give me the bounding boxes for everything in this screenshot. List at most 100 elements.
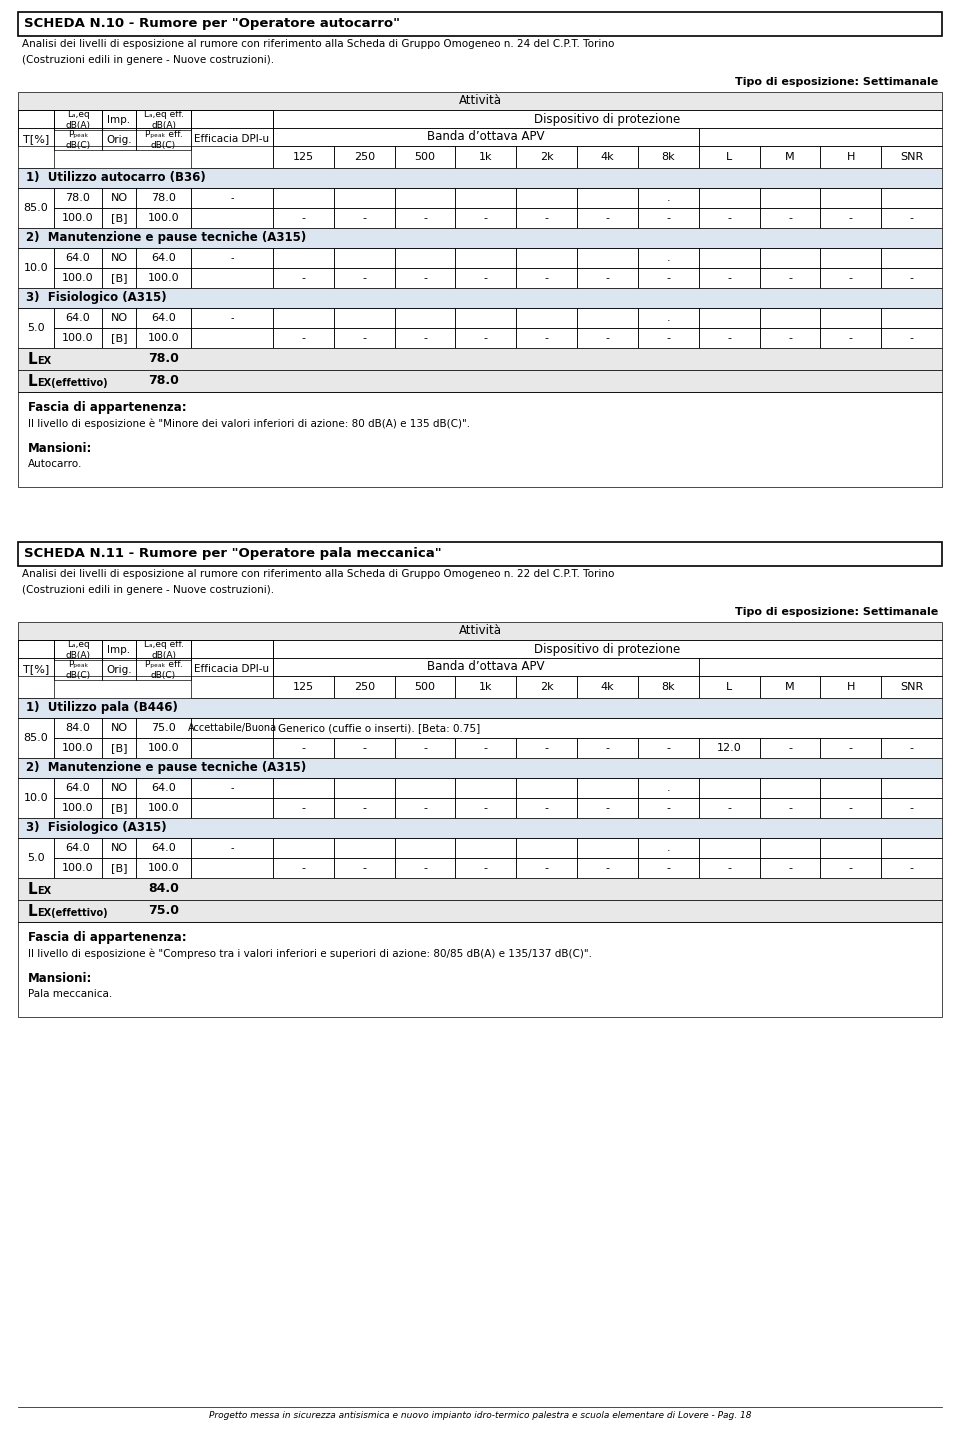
Text: 1)  Utilizzo autocarro (B36): 1) Utilizzo autocarro (B36) xyxy=(26,172,205,185)
Bar xyxy=(577,146,637,167)
Bar xyxy=(136,718,191,738)
Bar xyxy=(881,839,942,859)
Text: -: - xyxy=(230,843,233,853)
Text: -: - xyxy=(362,863,366,873)
Bar xyxy=(273,248,334,268)
Text: -: - xyxy=(362,273,366,283)
Text: EX(effettivo): EX(effettivo) xyxy=(37,909,108,919)
Bar xyxy=(516,859,577,879)
Bar xyxy=(881,675,942,698)
Text: 4k: 4k xyxy=(601,152,614,162)
Text: 75.0: 75.0 xyxy=(148,904,179,917)
Bar xyxy=(191,718,273,738)
Text: NO: NO xyxy=(110,193,128,203)
Bar xyxy=(516,328,577,348)
Bar xyxy=(577,207,637,228)
Bar xyxy=(54,187,102,207)
Bar xyxy=(54,268,102,288)
Bar xyxy=(637,146,699,167)
Text: -: - xyxy=(849,743,852,753)
Bar xyxy=(102,640,136,660)
Text: -: - xyxy=(301,273,305,283)
Text: -: - xyxy=(909,273,914,283)
Bar xyxy=(637,328,699,348)
Bar xyxy=(136,778,191,798)
Bar xyxy=(637,248,699,268)
Text: -: - xyxy=(727,273,732,283)
Text: Accettabile/Buona: Accettabile/Buona xyxy=(187,723,276,733)
Bar xyxy=(18,900,942,922)
Text: -: - xyxy=(423,333,427,343)
Bar xyxy=(334,308,395,328)
Text: 5.0: 5.0 xyxy=(27,853,45,863)
Bar xyxy=(516,268,577,288)
Text: 100.0: 100.0 xyxy=(62,213,94,223)
Bar xyxy=(637,187,699,207)
Bar xyxy=(136,110,191,130)
Bar xyxy=(699,328,759,348)
Text: Pₚₑₐₖ eff.
dB(C): Pₚₑₐₖ eff. dB(C) xyxy=(145,130,182,150)
Bar xyxy=(334,738,395,758)
Bar xyxy=(821,308,881,328)
Text: -: - xyxy=(909,743,914,753)
Bar xyxy=(395,778,455,798)
Bar xyxy=(191,308,273,328)
Text: -: - xyxy=(666,333,670,343)
Bar xyxy=(191,187,273,207)
Bar xyxy=(18,922,942,1017)
Text: H: H xyxy=(847,152,855,162)
Text: -: - xyxy=(484,273,488,283)
Text: Mansioni:: Mansioni: xyxy=(28,972,92,985)
Text: 1k: 1k xyxy=(479,152,492,162)
Bar xyxy=(54,859,102,879)
Bar xyxy=(54,778,102,798)
Text: 2k: 2k xyxy=(540,683,554,693)
Bar xyxy=(881,146,942,167)
Text: -: - xyxy=(230,313,233,323)
Text: L: L xyxy=(28,373,37,388)
Bar xyxy=(136,798,191,819)
Text: [B]: [B] xyxy=(110,213,128,223)
Text: .: . xyxy=(666,313,670,323)
Bar xyxy=(455,248,516,268)
Bar xyxy=(881,207,942,228)
Text: 100.0: 100.0 xyxy=(148,743,180,753)
Bar xyxy=(516,146,577,167)
Text: EX: EX xyxy=(37,356,51,366)
Text: 3)  Fisiologico (A315): 3) Fisiologico (A315) xyxy=(26,292,167,305)
Bar xyxy=(759,798,821,819)
Bar xyxy=(699,798,759,819)
Bar xyxy=(18,718,54,758)
Text: 100.0: 100.0 xyxy=(148,863,180,873)
Text: M: M xyxy=(785,152,795,162)
Text: -: - xyxy=(301,863,305,873)
Bar xyxy=(102,798,136,819)
Text: -: - xyxy=(606,863,610,873)
Bar xyxy=(821,738,881,758)
Bar xyxy=(136,207,191,228)
Text: -: - xyxy=(301,213,305,223)
Text: 3)  Fisiologico (A315): 3) Fisiologico (A315) xyxy=(26,821,167,834)
Bar xyxy=(455,778,516,798)
Bar xyxy=(102,328,136,348)
Bar xyxy=(821,207,881,228)
Bar xyxy=(18,819,942,839)
Bar xyxy=(637,859,699,879)
Bar xyxy=(334,207,395,228)
Text: [B]: [B] xyxy=(110,273,128,283)
Bar xyxy=(191,798,273,819)
Text: SNR: SNR xyxy=(900,683,924,693)
Text: 500: 500 xyxy=(415,683,436,693)
Bar xyxy=(273,798,334,819)
Bar xyxy=(18,542,942,567)
Text: 100.0: 100.0 xyxy=(148,213,180,223)
Bar xyxy=(759,207,821,228)
Text: 12.0: 12.0 xyxy=(717,743,741,753)
Bar xyxy=(516,839,577,859)
Text: Tipo di esposizione: Settimanale: Tipo di esposizione: Settimanale xyxy=(734,77,938,87)
Bar xyxy=(334,839,395,859)
Bar xyxy=(102,839,136,859)
Text: EX: EX xyxy=(37,886,51,896)
Text: -: - xyxy=(606,803,610,813)
Bar xyxy=(273,187,334,207)
